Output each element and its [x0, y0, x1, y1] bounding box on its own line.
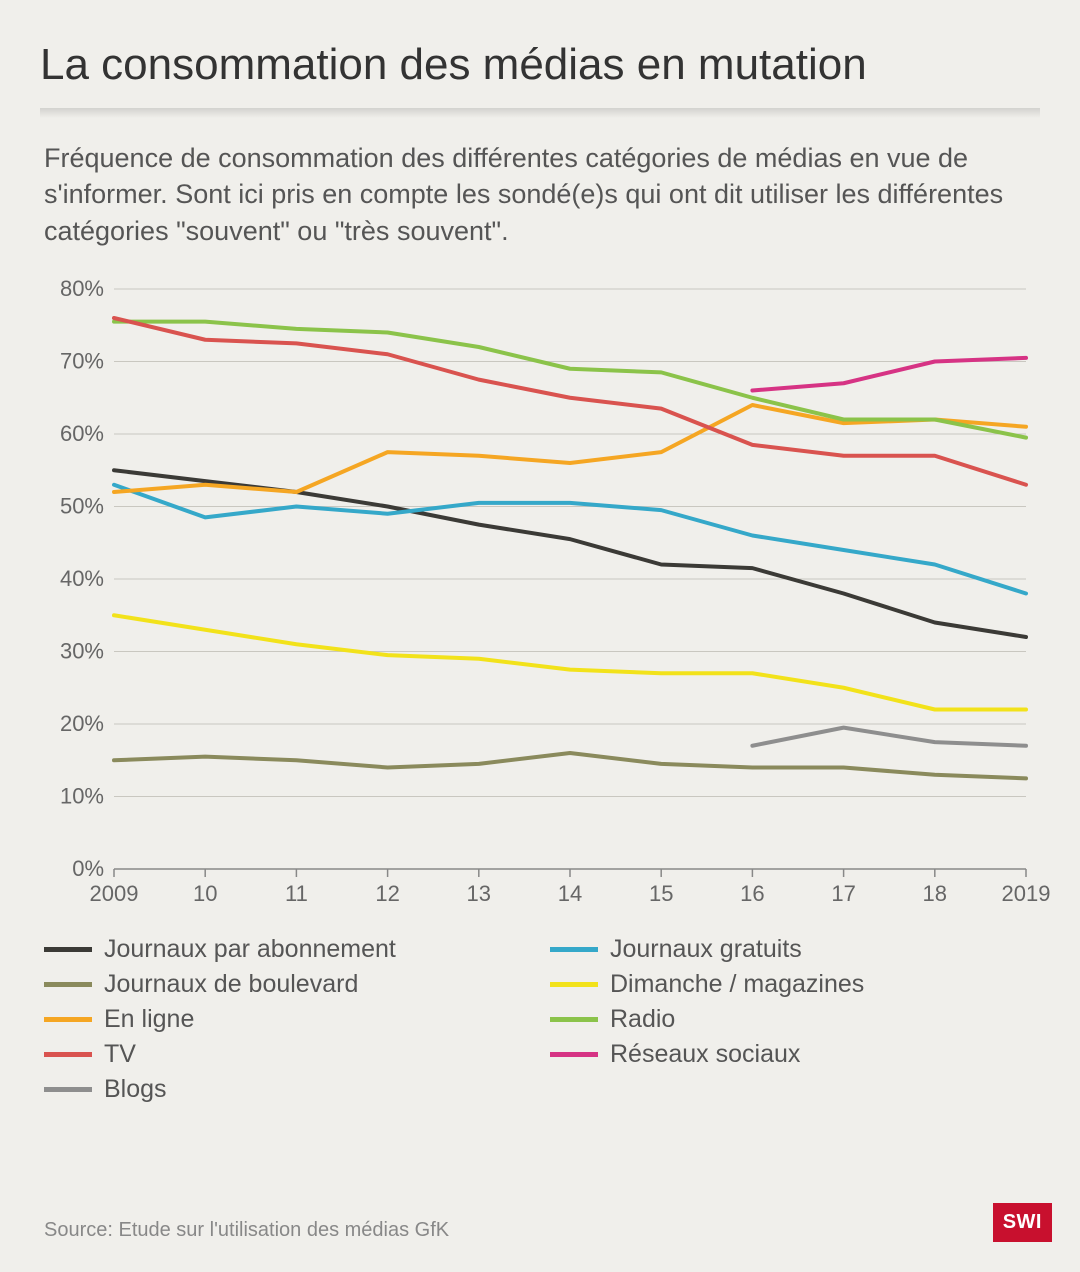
svg-text:17: 17: [831, 881, 855, 906]
svg-text:13: 13: [467, 881, 491, 906]
legend-label: Radio: [610, 1005, 675, 1034]
legend-label: TV: [104, 1040, 136, 1069]
svg-text:0%: 0%: [72, 856, 104, 881]
series-journaux_boulevard: [114, 753, 1026, 778]
legend-label: Journaux gratuits: [610, 935, 802, 964]
legend-label: Dimanche / magazines: [610, 970, 864, 999]
svg-text:10: 10: [193, 881, 217, 906]
series-journaux_abonnement: [114, 471, 1026, 638]
legend-item-tv: TV: [44, 1040, 530, 1069]
legend-label: Journaux de boulevard: [104, 970, 358, 999]
legend-swatch: [44, 1052, 92, 1057]
legend-item-en_ligne: En ligne: [44, 1005, 530, 1034]
series-blogs: [752, 728, 1026, 746]
legend-item-blogs: Blogs: [44, 1075, 530, 1104]
legend-swatch: [44, 947, 92, 952]
legend-label: Blogs: [104, 1075, 167, 1104]
legend-swatch: [550, 947, 598, 952]
legend-swatch: [44, 1087, 92, 1092]
legend-item-reseaux_sociaux: Réseaux sociaux: [550, 1040, 1036, 1069]
legend-swatch: [550, 1017, 598, 1022]
svg-text:12: 12: [375, 881, 399, 906]
legend-item-radio: Radio: [550, 1005, 1036, 1034]
legend-item-journaux_abonnement: Journaux par abonnement: [44, 935, 530, 964]
legend-item-journaux_gratuits: Journaux gratuits: [550, 935, 1036, 964]
title-divider: [40, 108, 1040, 118]
line-chart: 0% 10% 20% 30% 40% 50% 60% 70% 80% 2009 10 11 12 13 14…: [44, 279, 1036, 909]
chart-card: La consommation des médias en mutation F…: [0, 0, 1080, 1272]
legend-label: En ligne: [104, 1005, 194, 1034]
chart-title: La consommation des médias en mutation: [0, 0, 1080, 108]
series-reseaux_sociaux: [752, 358, 1026, 391]
legend-item-dimanche_magazines: Dimanche / magazines: [550, 970, 1036, 999]
line-chart-svg: 0% 10% 20% 30% 40% 50% 60% 70% 80% 2009 10 11 12 13 14…: [44, 279, 1036, 909]
chart-legend: Journaux par abonnement Journaux gratuits…: [44, 935, 1036, 1104]
svg-text:50%: 50%: [60, 494, 104, 519]
svg-text:2019: 2019: [1002, 881, 1051, 906]
svg-text:40%: 40%: [60, 566, 104, 591]
svg-text:16: 16: [740, 881, 764, 906]
swi-badge: SWI: [993, 1203, 1052, 1242]
legend-label: Journaux par abonnement: [104, 935, 396, 964]
svg-text:14: 14: [558, 881, 582, 906]
svg-text:2009: 2009: [90, 881, 139, 906]
legend-swatch: [550, 982, 598, 987]
chart-subtitle: Fréquence de consommation des différente…: [0, 118, 1080, 279]
chart-source: Source: Etude sur l'utilisation des médi…: [44, 1219, 449, 1242]
legend-swatch: [44, 982, 92, 987]
svg-text:10%: 10%: [60, 784, 104, 809]
svg-text:20%: 20%: [60, 711, 104, 736]
svg-text:80%: 80%: [60, 276, 104, 301]
legend-item-journaux_boulevard: Journaux de boulevard: [44, 970, 530, 999]
svg-text:60%: 60%: [60, 421, 104, 446]
chart-footer: Source: Etude sur l'utilisation des médi…: [44, 1203, 1052, 1242]
svg-text:15: 15: [649, 881, 673, 906]
series-dimanche_magazines: [114, 616, 1026, 710]
series-radio: [114, 322, 1026, 438]
svg-text:11: 11: [285, 881, 308, 906]
legend-swatch: [550, 1052, 598, 1057]
legend-label: Réseaux sociaux: [610, 1040, 800, 1069]
svg-text:30%: 30%: [60, 639, 104, 664]
svg-text:70%: 70%: [60, 349, 104, 374]
legend-swatch: [44, 1017, 92, 1022]
svg-text:18: 18: [923, 881, 947, 906]
series-tv: [114, 318, 1026, 485]
